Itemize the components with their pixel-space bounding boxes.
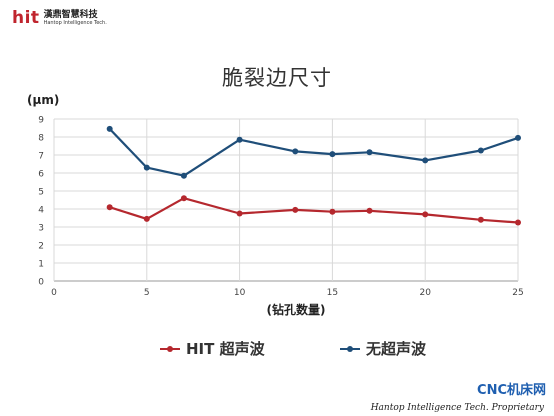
legend-label: HIT 超声波 [186, 340, 265, 358]
logo-text: 漢鼎智慧科技 Hantop Intelligence Tech. [43, 9, 107, 26]
series-line-0 [109, 197, 519, 224]
x-axis-label: (钻孔数量) [267, 302, 326, 317]
logo-brand: hit [12, 8, 40, 28]
data-point-0 [477, 216, 484, 223]
y-tick-label: 6 [38, 170, 44, 180]
y-tick-label: 5 [38, 188, 44, 198]
data-point-0 [106, 204, 113, 211]
legend-label: 无超声波 [366, 340, 427, 358]
data-point-1 [106, 125, 113, 132]
chart-legend: HIT 超声波 无超声波 [0, 338, 554, 362]
y-tick-label: 8 [38, 134, 44, 144]
x-tick-label: 15 [327, 288, 338, 298]
data-point-0 [422, 211, 429, 218]
x-tick-label: 10 [234, 288, 246, 298]
data-point-1 [515, 134, 521, 141]
data-point-1 [292, 148, 299, 155]
x-tick-label: 5 [144, 288, 150, 298]
x-tick-label: 20 [419, 288, 431, 298]
data-point-0 [366, 207, 373, 214]
company-logo: hit 漢鼎智慧科技 Hantop Intelligence Tech. [12, 8, 107, 28]
data-point-1 [422, 157, 429, 164]
footer-note: Hantop Intelligence Tech. Proprietary [370, 403, 544, 413]
y-tick-label: 7 [38, 152, 44, 162]
data-point-1 [477, 147, 484, 154]
y-tick-label: 3 [38, 224, 44, 234]
data-point-0 [329, 208, 336, 215]
data-point-0 [236, 210, 243, 217]
legend-swatch-icon [340, 344, 360, 354]
data-point-1 [366, 149, 373, 156]
data-point-0 [180, 195, 187, 202]
chart-title: 脆裂边尺寸 [222, 66, 332, 90]
data-point-1 [236, 136, 243, 143]
x-tick-label: 25 [512, 288, 523, 298]
legend-item-hit-ultrasonic: HIT 超声波 [160, 338, 265, 359]
data-point-1 [143, 164, 150, 171]
legend-swatch-icon [160, 344, 180, 354]
logo-name-en: Hantop Intelligence Tech. [43, 19, 107, 26]
series-line-1 [108, 128, 519, 177]
y-axis-label: (μm) [27, 93, 59, 107]
logo-name-cn: 漢鼎智慧科技 [43, 9, 98, 20]
y-tick-label: 0 [38, 278, 44, 288]
y-tick-label: 1 [38, 260, 44, 270]
legend-item-no-ultrasonic: 无超声波 [340, 338, 426, 359]
x-tick-label: 0 [51, 288, 57, 298]
data-point-0 [143, 215, 150, 222]
data-point-1 [329, 151, 336, 158]
y-tick-label: 4 [38, 206, 44, 216]
watermark-text: CNC机床网 [477, 383, 546, 398]
data-point-0 [292, 206, 299, 213]
data-point-1 [180, 172, 187, 179]
y-tick-label: 9 [38, 116, 44, 126]
data-point-0 [515, 219, 521, 226]
y-tick-label: 2 [38, 242, 44, 252]
